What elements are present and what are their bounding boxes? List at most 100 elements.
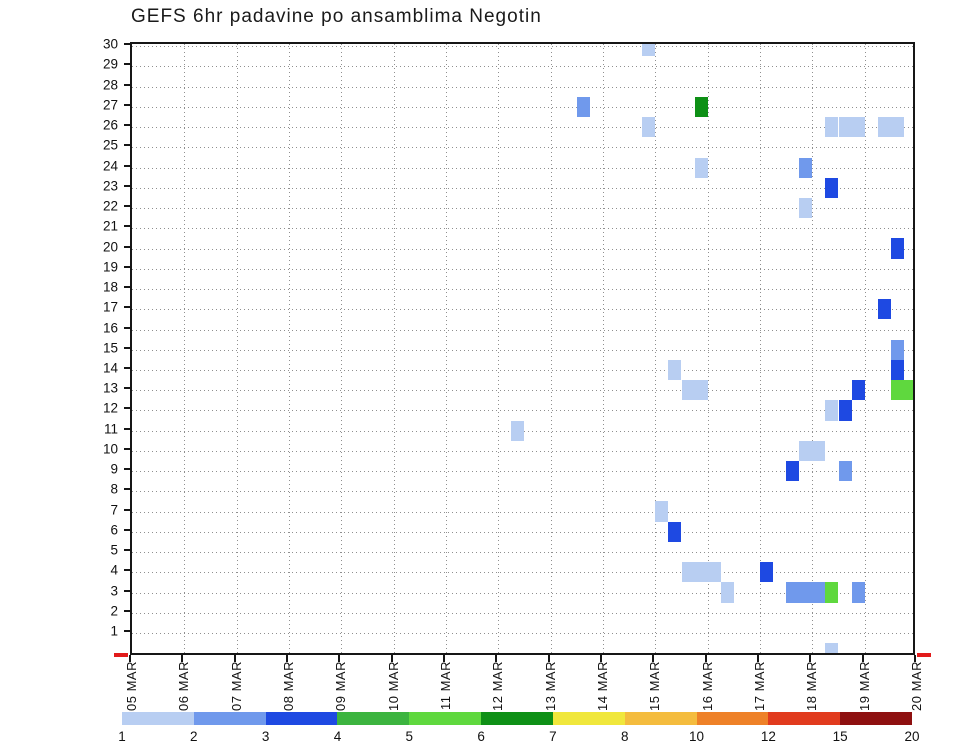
x-axis-tick-label: 18 MAR [804,661,820,711]
heatmap-cell [890,238,904,259]
colorbar-tick-label: 20 [904,729,920,744]
x-axis: 05 MAR 06 MAR 07 MAR 08 MAR 09 MAR 10 MAR 11 M… [124,655,924,742]
chart-title: GEFS 6hr padavine po ansamblima Negotin [131,6,542,27]
colorbar-tick-label: 5 [405,729,414,744]
colorbar-tick-label: 4 [333,729,342,744]
y-axis-tick [124,164,131,167]
y-axis-tick-label: 10 [102,441,118,457]
heatmap-cell [825,117,839,138]
y-axis-tick [124,225,131,228]
heatmap-cell [576,96,590,118]
x-axis-tick-label: 07 MAR [228,661,244,711]
heatmap-cell [681,562,695,583]
colorbar-tick-label: 6 [477,729,485,744]
gridline-horizontal [132,349,913,351]
heatmap-cell [642,44,656,57]
x-axis-tick [495,655,498,662]
heatmap-cell [799,582,813,603]
gridline-vertical [341,44,343,653]
y-axis-tick-label: 20 [102,239,118,255]
gridline-horizontal [132,511,913,513]
y-axis-tick [124,407,131,410]
axis-right-end-marker [917,653,931,657]
y-axis-tick-label: 4 [110,562,118,578]
y-axis-tick-label: 17 [102,299,118,315]
gridline-horizontal [132,390,913,392]
heatmap-cell [825,400,839,421]
colorbar-tick-label: 1 [118,729,126,744]
y-axis-tick [124,326,131,329]
y-axis-tick [124,569,131,572]
y-axis-tick-label: 11 [103,421,118,437]
y-axis-tick-label: 8 [110,481,118,497]
heatmap-cell [838,461,852,482]
x-axis-tick [443,655,445,662]
y-axis-tick-label: 5 [110,542,118,558]
x-axis-tick-label: 05 MAR [124,661,139,711]
y-axis-tick-label: 12 [102,400,118,416]
y-axis-tick-label: 6 [110,522,118,538]
colorbar-segment [409,712,482,725]
colorbar-segment [265,712,338,725]
gridline-horizontal [132,329,913,331]
y-axis-tick [124,468,131,471]
gridline-vertical [603,44,604,653]
heatmap-cell [903,380,913,401]
gridline-horizontal [132,572,913,574]
heatmap-cell [694,157,708,178]
heatmap-cell [877,117,891,138]
gridline-vertical [864,44,866,653]
heatmap-cell [799,197,813,219]
colorbar-tick-label: 10 [689,729,705,744]
gridline-vertical [498,44,500,653]
gridline-horizontal [132,491,913,493]
gridline-horizontal [132,46,913,48]
gridline-horizontal [132,248,913,250]
colorbar-tick-label: 2 [190,729,198,744]
x-axis-tick [861,655,864,662]
colorbar-segment [768,712,841,725]
colorbar-segment [193,712,266,725]
x-axis-tick-label: 15 MAR [647,661,663,711]
heatmap-cell [799,440,813,461]
x-axis-tick [129,655,131,662]
heatmap-cell [786,461,800,482]
x-axis-tick-label: 16 MAR [699,661,715,711]
heatmap-cell [890,380,904,401]
y-axis-tick-label: 3 [110,583,118,599]
heatmap-cell [877,299,891,320]
heatmap-cell [838,400,852,421]
y-axis-tick [124,265,131,268]
colorbar-tick-label: 8 [620,729,629,744]
colorbar-segment [337,712,410,725]
gridline-vertical [236,44,238,653]
y-axis-tick-label: 1 [110,623,118,639]
gridline-horizontal [132,531,913,533]
y-axis-tick-label: 26 [102,117,118,133]
heatmap-cell [825,582,839,603]
gridline-vertical [550,44,552,653]
heatmap-cell [694,380,708,401]
colorbar-segment [840,712,912,725]
y-axis-tick [124,205,131,208]
heatmap-cell [890,359,904,381]
heatmap-cell [812,440,826,461]
y-axis-tick-label: 18 [102,279,118,295]
x-axis-tick [390,655,393,662]
x-axis-tick-label: 09 MAR [333,661,349,711]
axis-left-end-marker [114,653,128,657]
y-axis-tick [124,366,131,369]
heatmap-cell [642,117,656,138]
gridline-horizontal [132,612,913,614]
gridline-vertical [393,44,395,653]
x-axis-tick [704,655,707,662]
gridline-horizontal [132,471,913,473]
heatmap-cell [760,562,774,583]
gridline-horizontal [132,66,913,68]
y-axis-tick [124,124,131,127]
x-axis-tick [547,655,550,662]
gridline-vertical [760,44,761,653]
y-axis-tick [124,589,131,592]
heatmap-cell [668,359,682,381]
